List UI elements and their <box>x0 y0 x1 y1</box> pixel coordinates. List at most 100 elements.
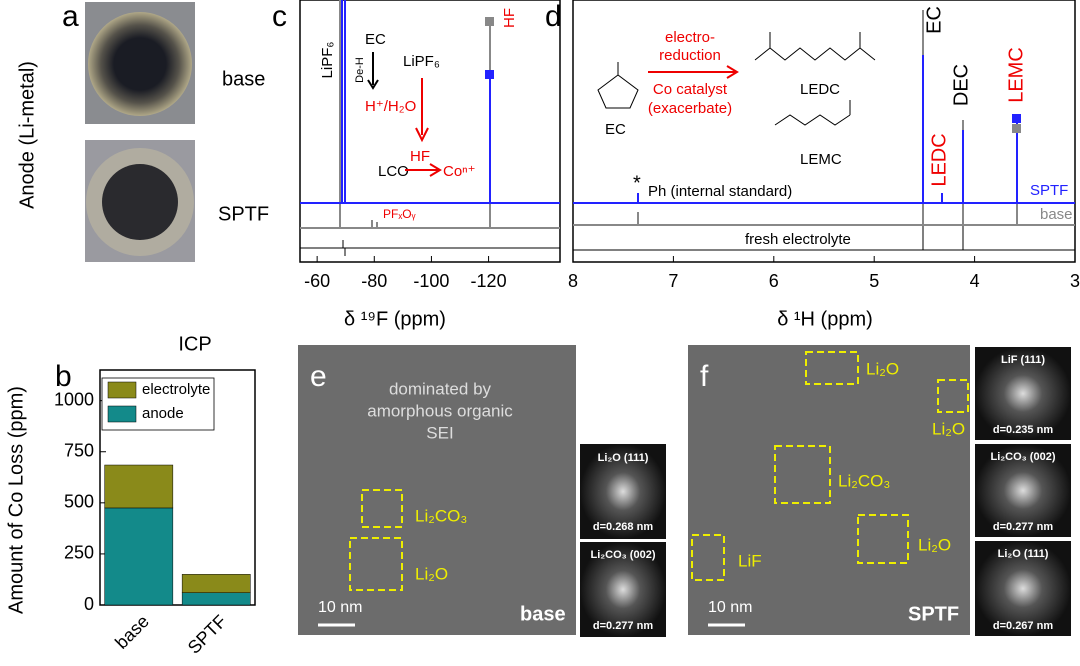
annotation: LiPF₆ <box>319 42 336 79</box>
sample-label: SPTF <box>908 603 959 625</box>
region-label: Li₂CO₃ <box>838 471 890 490</box>
region-label: Li₂O <box>415 564 448 583</box>
x-tick-label: -120 <box>471 271 507 291</box>
bar <box>181 574 251 593</box>
sample-label: base <box>222 68 265 90</box>
spectrum <box>573 55 1075 204</box>
inset-title: Li₂CO₃ (002) <box>591 549 656 561</box>
y-tick-label: 750 <box>64 440 94 460</box>
annotation: LiPF₆ <box>403 53 440 70</box>
legend-label: anode <box>142 405 184 422</box>
x-tick-label: 5 <box>869 271 879 291</box>
spectrum <box>300 240 560 256</box>
arrow <box>648 65 739 79</box>
x-tick-label: 8 <box>568 271 578 291</box>
annotation: DEC <box>950 64 972 106</box>
tem-image <box>298 345 576 635</box>
legend-swatch <box>107 405 137 423</box>
bar <box>104 464 174 509</box>
panel-label: e <box>310 360 327 393</box>
molecule <box>597 62 639 109</box>
x-tick-label: 4 <box>970 271 980 291</box>
x-tick-label: 6 <box>769 271 779 291</box>
annotation: * <box>633 172 641 194</box>
frame <box>299 0 561 263</box>
annotation: De-H <box>354 57 366 83</box>
caption: dominated by <box>389 379 492 398</box>
x-tick-label: 3 <box>1070 271 1080 291</box>
annotation: LEMC <box>1005 47 1027 103</box>
marker <box>1012 124 1021 133</box>
legend-swatch <box>107 381 137 399</box>
region-label: Li₂O <box>932 419 965 438</box>
annotation: electro- <box>665 29 715 46</box>
scale-label: 10 nm <box>318 599 362 616</box>
photo <box>88 12 192 116</box>
spectrum <box>300 0 560 204</box>
annotation: reduction <box>659 47 721 64</box>
caption: SEI <box>426 423 453 442</box>
inset-d: d=0.277 nm <box>993 521 1053 533</box>
inset-d: d=0.267 nm <box>993 620 1053 632</box>
y-tick-label: 500 <box>64 492 94 512</box>
region-box <box>805 351 859 385</box>
annotation: LEDC <box>928 133 950 186</box>
inset-title: LiF (111) <box>1001 354 1045 366</box>
fft-inset <box>975 444 1071 537</box>
region-label: LiF <box>738 551 762 570</box>
x-tick-label: -80 <box>361 271 387 291</box>
axis-title: δ ¹⁹F (ppm) <box>344 308 446 330</box>
annotation: EC <box>605 121 626 138</box>
marker <box>485 70 494 79</box>
axis-title: Anode (Li-metal) <box>16 61 38 209</box>
panel-label: c <box>272 0 287 33</box>
annotation: Co catalyst <box>653 81 728 98</box>
spectrum <box>300 0 560 229</box>
annotation: LEMC <box>800 151 842 168</box>
annotation: (exacerbate) <box>648 100 732 117</box>
frame <box>572 0 1076 263</box>
region-label: Li₂CO₃ <box>415 506 467 525</box>
legend-label: fresh electrolyte <box>745 231 851 248</box>
inset-d: d=0.235 nm <box>993 424 1053 436</box>
inset-title: Li₂O (111) <box>598 452 649 464</box>
bar-chart: b ICP Amount of Co Loss (ppm) <box>5 333 211 614</box>
sample-label: base <box>520 603 566 625</box>
inset-title: Li₂CO₃ (002) <box>991 451 1056 463</box>
annotation: HF <box>501 8 518 28</box>
fft-inset <box>580 542 666 637</box>
marker <box>485 17 494 26</box>
sample-label: SPTF <box>218 203 269 225</box>
annotation: LCO <box>378 163 409 180</box>
fft-inset <box>975 541 1071 636</box>
x-tick-label: SPTF <box>184 611 231 658</box>
region-box <box>774 445 831 504</box>
molecule <box>754 32 876 61</box>
arrow <box>415 78 429 143</box>
region-box <box>361 489 403 528</box>
fft-inset <box>580 444 666 539</box>
marker <box>1012 114 1021 123</box>
inset-d: d=0.268 nm <box>593 521 653 533</box>
annotation: HF <box>410 148 430 165</box>
legend-label: SPTF <box>1030 182 1068 199</box>
frame <box>99 369 256 606</box>
inset-d: d=0.277 nm <box>593 620 653 632</box>
region-box <box>349 537 403 591</box>
axis-title: Amount of Co Loss (ppm) <box>5 386 27 614</box>
legend-label: base <box>1040 206 1073 223</box>
x-tick-label: base <box>111 611 153 653</box>
caption: amorphous organic <box>367 401 513 420</box>
chart-title: ICP <box>178 333 211 355</box>
x-tick-label: -60 <box>304 271 330 291</box>
annotation: EC <box>365 31 386 48</box>
panel-label: f <box>700 360 709 393</box>
region-label: Li₂O <box>866 359 899 378</box>
bar <box>181 592 251 606</box>
region-box <box>691 534 725 581</box>
annotation: PFₓOᵧ <box>383 207 416 221</box>
annotation: Coⁿ⁺ <box>443 163 476 180</box>
annotation: LEDC <box>800 81 840 98</box>
y-tick-label: 250 <box>64 543 94 563</box>
